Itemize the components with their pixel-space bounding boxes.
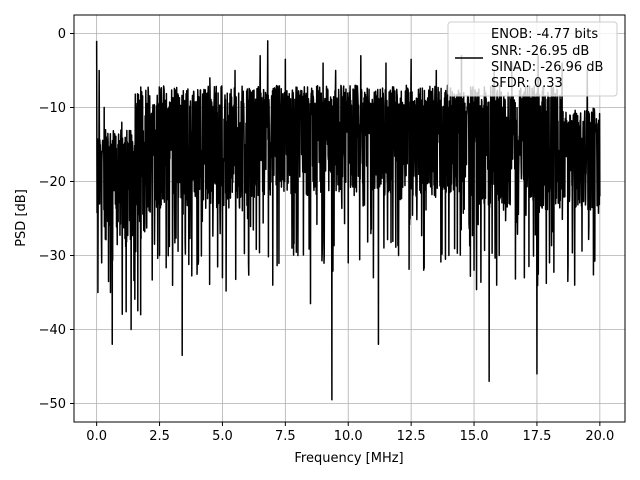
psd-line bbox=[95, 40, 601, 401]
psd-series bbox=[95, 40, 601, 401]
y-axis-ticks: 0 −10 −20 −30 −40 −50 bbox=[39, 27, 74, 412]
legend-snr: SNR: -26.95 dB bbox=[491, 44, 589, 59]
y-tick-label: −50 bbox=[39, 397, 66, 412]
x-tick-label: 15.0 bbox=[460, 429, 489, 444]
x-tick-label: 0.0 bbox=[86, 429, 107, 444]
x-axis-label: Frequency [MHz] bbox=[294, 451, 403, 466]
x-axis-ticks: 0.0 2.5 5.0 7.5 10.0 12.5 15.0 17.5 20.0 bbox=[86, 422, 614, 444]
legend-box bbox=[447, 21, 618, 97]
legend-enob: ENOB: -4.77 bits bbox=[491, 27, 598, 42]
legend-sfdr: SFDR: 0.33 bbox=[491, 76, 563, 91]
x-tick-label: 12.5 bbox=[397, 429, 426, 444]
x-tick-label: 17.5 bbox=[522, 429, 551, 444]
y-tick-label: −30 bbox=[39, 249, 66, 264]
x-tick-label: 10.0 bbox=[334, 429, 363, 444]
plot-frame bbox=[73, 14, 626, 423]
legend: ENOB: -4.77 bits SNR: -26.95 dB SINAD: -… bbox=[447, 21, 618, 97]
x-tick-label: 2.5 bbox=[149, 429, 170, 444]
x-tick-label: 7.5 bbox=[275, 429, 296, 444]
y-tick-label: −10 bbox=[39, 101, 66, 116]
x-tick-label: 5.0 bbox=[212, 429, 233, 444]
y-axis-label: PSD [dB] bbox=[14, 189, 29, 247]
y-tick-label: −20 bbox=[39, 175, 66, 190]
x-tick-label: 20.0 bbox=[585, 429, 614, 444]
y-tick-label: 0 bbox=[58, 27, 66, 42]
legend-sinad: SINAD: -26.96 dB bbox=[491, 60, 603, 75]
y-tick-label: −40 bbox=[39, 323, 66, 338]
